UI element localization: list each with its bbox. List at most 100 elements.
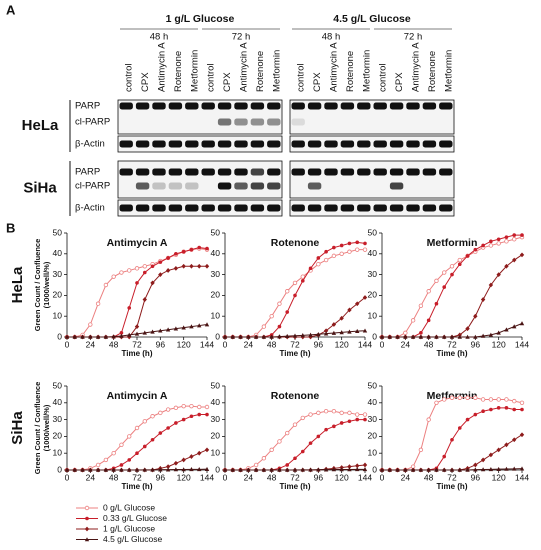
point [103,282,109,288]
point [379,467,385,472]
point [88,322,93,327]
y-tick-label: 20 [368,431,378,441]
point [197,404,202,410]
point [285,333,290,338]
x-tick-label: 24 [401,472,411,482]
legend-marker [84,537,90,542]
lane-label: Metformin [271,50,282,92]
point [332,245,336,250]
y-tick-label: 0 [372,464,377,474]
point [300,467,305,472]
point [103,334,109,339]
point [181,417,186,422]
point [410,467,416,472]
y-tick-label: 40 [53,397,63,407]
condition-title: 4.5 g/L Glucose [333,13,411,25]
point [323,257,329,263]
point [119,333,124,338]
point [331,409,337,414]
chart-title: Antimycin A [107,237,168,249]
point [519,466,525,471]
blot-band [201,102,215,110]
x-tick-label: 144 [358,339,372,349]
y-tick-label: 30 [53,269,63,279]
point [363,417,367,422]
x-tick-label: 144 [515,472,529,482]
lane-label: Antimycin A [157,42,168,92]
point [189,324,194,329]
blot-band [267,182,281,190]
point [339,467,344,472]
point [480,457,486,463]
blot-band [406,168,420,176]
x-tick-label: 0 [65,472,70,482]
point [142,270,147,275]
point [111,451,116,456]
y-tick-label: 30 [211,269,221,279]
blot-band [135,140,150,148]
point [127,334,132,340]
point [519,400,525,405]
point [238,467,243,472]
point [292,422,298,427]
point [119,442,124,447]
blot-band [389,140,404,148]
point [269,467,274,472]
y-tick-label: 50 [53,227,63,237]
blot-band [406,204,420,212]
blot-band [234,140,248,148]
series-line [67,248,208,338]
lane-label: Antimycin A [239,42,250,92]
y-axis-label: Green Count / Confluence [33,382,42,475]
point [512,324,517,329]
blot-band [307,140,322,148]
point [181,403,186,409]
x-tick-label: 48 [424,339,434,349]
point [300,333,305,338]
point [442,270,447,275]
point [189,454,194,459]
x-tick-label: 144 [200,339,214,349]
x-tick-label: 144 [515,339,529,349]
point [222,334,228,339]
point [158,272,163,277]
point [174,421,178,425]
blot-band [389,168,404,176]
band-label: cl-PARP [75,181,110,192]
row-label: SiHa [9,411,26,445]
point [442,334,447,339]
point [362,247,368,252]
point [324,427,328,432]
blot-band [373,204,387,212]
point [496,241,501,246]
point [332,424,336,429]
blot-band [439,168,453,176]
point [347,467,352,472]
series-line [67,414,207,471]
series-line [225,419,365,471]
blot-band [291,102,305,110]
chart-title: Rotenone [271,390,320,402]
y-tick-label: 30 [368,269,378,279]
time-label: 72 h [404,32,423,43]
x-tick-label: 96 [314,339,324,349]
x-axis-label: Time (h) [437,482,468,491]
time-label: 48 h [150,32,169,43]
x-tick-label: 0 [65,339,70,349]
blot-band [439,204,453,212]
point [173,467,179,472]
point [246,334,251,339]
blot-band [389,182,404,190]
point [426,417,431,422]
point [292,467,298,472]
lane-label: control [124,63,135,92]
point [197,263,202,269]
blot-band [135,168,150,176]
blot-band [201,204,215,212]
blot-band [267,168,281,176]
panel-label: A [6,2,16,17]
point [512,233,517,237]
point [181,249,186,254]
legend-marker [84,526,90,532]
blot-band [135,182,150,190]
